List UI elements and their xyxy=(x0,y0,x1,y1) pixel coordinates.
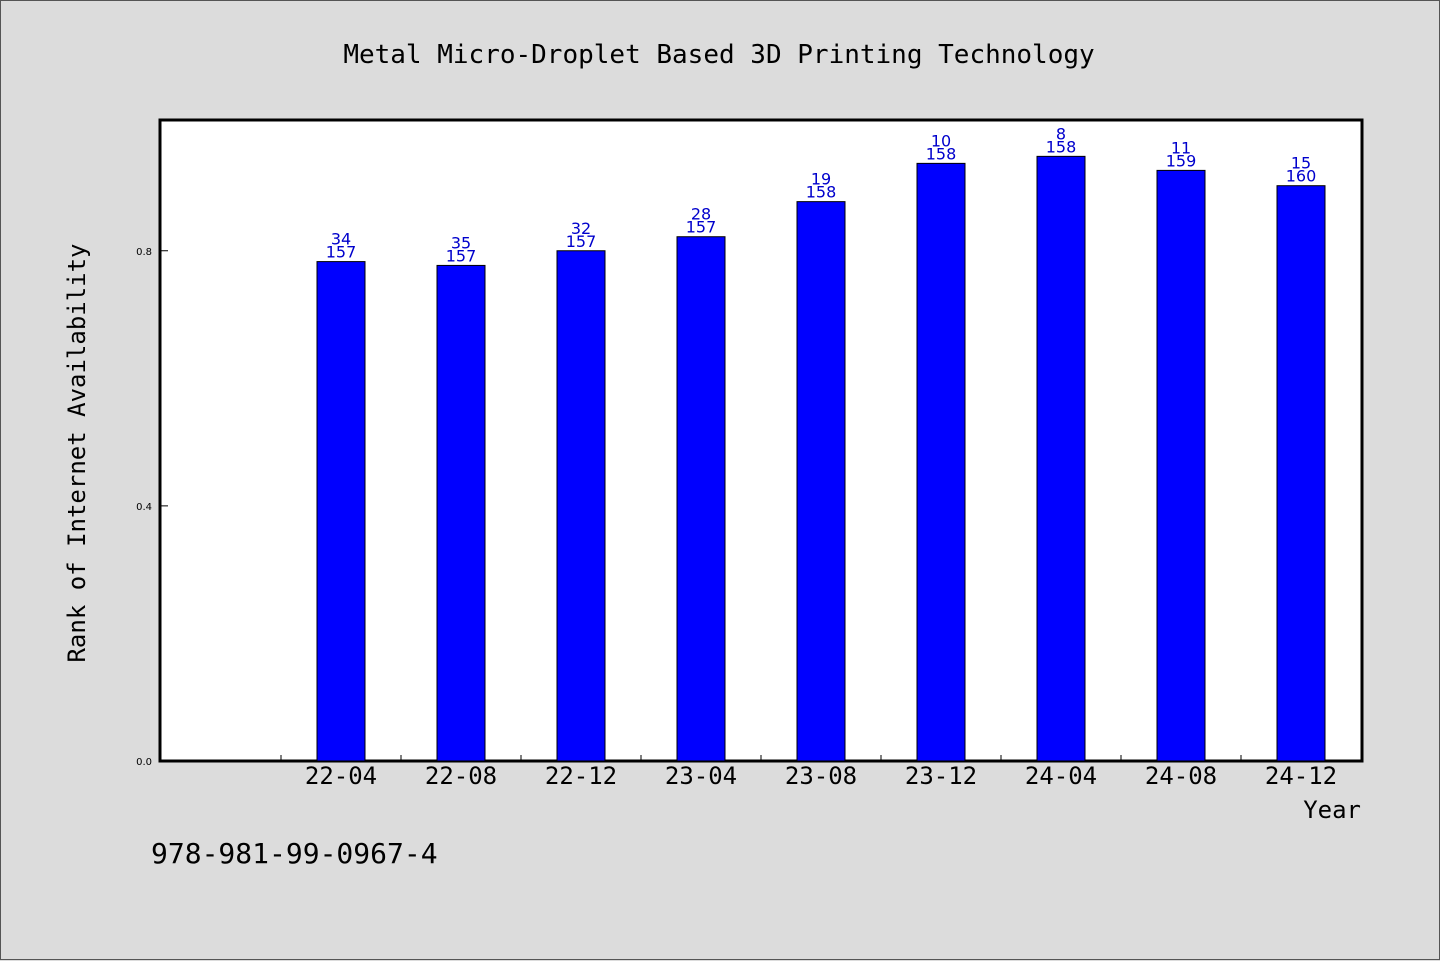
total-label: 157 xyxy=(566,232,597,251)
bar-22-04 xyxy=(316,261,366,762)
y-tick-label: 0.0 xyxy=(136,757,152,768)
rank-label: 28 xyxy=(691,205,711,224)
y-tick-label: 0.8 xyxy=(136,247,152,258)
bar-24-08 xyxy=(1156,169,1206,762)
x-ticks-group: 22-04 22-08 22-12 23-04 23-08 23-12 24-04 24-08… xyxy=(280,755,1362,790)
rank-label: 34 xyxy=(331,230,351,249)
y-ticks-group: 0.0 0.4 0.8 xyxy=(136,247,168,768)
rank-label: 35 xyxy=(451,233,471,252)
x-tick-label: 23-08 xyxy=(785,762,857,790)
bar-23-08 xyxy=(796,201,846,762)
x-axis-label: Year xyxy=(1303,796,1361,824)
isbn-text: 978-981-99-0967-4 xyxy=(151,837,438,870)
rank-label: 10 xyxy=(931,131,951,150)
x-tick-label: 24-12 xyxy=(1265,762,1337,790)
total-label: 158 xyxy=(806,183,837,202)
y-axis-label: Rank of Internet Availability xyxy=(63,243,91,662)
chart-title: Metal Micro-Droplet Based 3D Printing Te… xyxy=(343,40,1094,70)
bar-24-12 xyxy=(1276,185,1326,762)
total-label: 158 xyxy=(926,144,957,163)
total-label: 157 xyxy=(686,218,717,237)
rank-label: 8 xyxy=(1056,124,1066,143)
x-tick-label: 22-04 xyxy=(305,762,377,790)
bar-22-08 xyxy=(436,264,486,762)
total-label: 159 xyxy=(1166,151,1197,170)
x-tick-label: 24-04 xyxy=(1025,762,1097,790)
bar-24-04 xyxy=(1036,155,1086,762)
x-tick-label: 23-04 xyxy=(665,762,737,790)
y-tick-label: 0.4 xyxy=(136,502,152,513)
total-label: 157 xyxy=(326,243,357,262)
bars-group xyxy=(316,155,1326,762)
bar-23-12 xyxy=(916,162,966,762)
rank-label: 15 xyxy=(1291,154,1311,173)
total-label: 157 xyxy=(446,246,477,265)
x-tick-label: 22-12 xyxy=(545,762,617,790)
bar-22-12 xyxy=(556,250,606,762)
total-label: 158 xyxy=(1046,137,1077,156)
rank-label: 19 xyxy=(811,170,831,189)
x-tick-label: 23-12 xyxy=(905,762,977,790)
bar-23-04 xyxy=(676,236,726,762)
total-label: 160 xyxy=(1286,167,1317,186)
x-tick-label: 22-08 xyxy=(425,762,497,790)
rank-label: 11 xyxy=(1171,138,1191,157)
rank-label: 32 xyxy=(571,219,591,238)
x-tick-label: 24-08 xyxy=(1145,762,1217,790)
